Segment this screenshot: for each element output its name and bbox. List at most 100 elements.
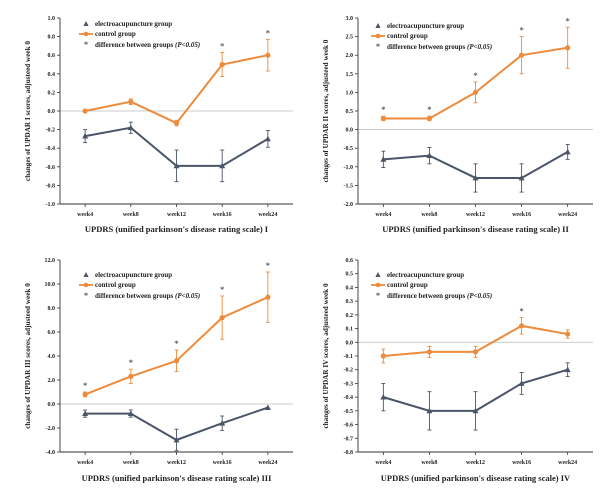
y-tick-label: -0.6 <box>344 423 354 429</box>
x-tick-label: week24 <box>558 460 577 466</box>
data-point-control <box>426 115 433 122</box>
significance-star: * <box>519 26 524 36</box>
x-tick-label: week24 <box>258 212 277 218</box>
y-tick-label: -4.0 <box>46 450 56 456</box>
significance-star: * <box>174 339 179 349</box>
y-tick-label: 12.0 <box>45 258 56 264</box>
significance-star: * <box>473 71 478 81</box>
significance-star: * <box>220 285 225 295</box>
data-point-electro <box>426 407 433 414</box>
y-tick-label: 2.0 <box>48 378 56 384</box>
y-tick-label: 0.0 <box>48 109 56 115</box>
significance-star: * <box>83 381 88 391</box>
y-tick-label: 1.0 <box>48 16 56 22</box>
data-point-electro <box>264 135 271 142</box>
significance-star: * <box>220 41 225 51</box>
x-tick-label: week16 <box>512 460 531 466</box>
significance-star: * <box>427 105 432 115</box>
y-tick-label: -0.5 <box>344 146 354 152</box>
data-point-control <box>426 349 433 355</box>
legend-star: * <box>84 291 89 301</box>
legend-marker-control <box>83 282 89 288</box>
legend-label-diff: difference between groups (P<0.05) <box>95 41 200 49</box>
series-electro <box>82 404 271 452</box>
data-point-control <box>380 115 386 122</box>
y-tick-label: 0.1 <box>346 327 354 333</box>
y-tick-label: -0.7 <box>344 436 354 442</box>
data-point-electro <box>173 436 180 443</box>
x-axis-title: UPDRS (unified parkinson's disease ratin… <box>85 224 269 234</box>
y-tick-label: -0.1 <box>344 354 354 360</box>
significance-star: * <box>381 105 386 115</box>
data-point-electro <box>127 124 134 131</box>
data-point-control <box>472 89 479 95</box>
y-tick-label: -0.2 <box>46 128 56 134</box>
y-tick-label: 0.3 <box>346 299 354 305</box>
significance-star: * <box>266 28 271 38</box>
y-tick-label: 0.2 <box>48 90 56 96</box>
y-tick-label: 4.0 <box>48 354 56 360</box>
legend: electroacupuncture group control group * di… <box>79 20 200 50</box>
x-tick-label: week4 <box>77 460 93 466</box>
x-tick-label: week24 <box>258 460 277 466</box>
y-tick-label: 0.6 <box>346 258 354 264</box>
legend-marker-control <box>83 31 89 37</box>
data-point-control <box>173 120 180 126</box>
legend: electroacupuncture group control group * di… <box>79 271 200 301</box>
legend-label-control: control group <box>387 281 428 289</box>
legend-label-electro: electroacupuncture group <box>95 20 172 28</box>
x-tick-label: week4 <box>77 212 93 218</box>
data-point-control <box>128 99 134 105</box>
x-tick-label: week8 <box>421 212 437 218</box>
legend-label-control: control group <box>387 32 428 40</box>
y-tick-label: -0.2 <box>344 368 354 374</box>
legend-label-electro: electroacupuncture group <box>95 271 172 279</box>
data-point-control <box>265 52 271 58</box>
data-point-control <box>128 373 134 379</box>
y-tick-label: -2.0 <box>344 202 354 208</box>
data-point-control <box>82 391 88 397</box>
y-tick-label: 0.8 <box>48 35 56 41</box>
data-point-electro <box>380 156 387 162</box>
y-tick-label: 0.4 <box>346 285 354 291</box>
significance-star: * <box>129 358 134 368</box>
y-tick-label: 2.5 <box>346 35 354 41</box>
legend-star: * <box>376 42 381 52</box>
y-tick-label: 0.5 <box>346 109 354 115</box>
data-point-control <box>518 323 525 329</box>
legend-label-electro: electroacupuncture group <box>387 22 464 30</box>
x-tick-label: week16 <box>512 212 531 218</box>
legend-marker-control <box>375 33 381 39</box>
legend: electroacupuncture group control group * di… <box>371 271 492 301</box>
y-tick-label: -1.0 <box>46 202 56 208</box>
chart-panel-4: -0.8 -0.7 -0.6 -0.5 -0.4 -0.3 -0.2 -0.1 0.0 0.1 0.… <box>322 258 593 483</box>
data-point-control <box>173 358 180 364</box>
legend-star: * <box>376 291 381 301</box>
chart-panel-1: -1.0 -0.8 -0.6 -0.4 -0.2 0.0 0.2 0.4 0.6 0.8 1.0 we… <box>24 16 293 234</box>
data-point-electro <box>82 132 89 139</box>
data-point-electro <box>472 174 479 181</box>
data-point-electro <box>173 162 180 169</box>
series-control <box>380 317 571 364</box>
data-point-electro <box>564 148 571 155</box>
data-point-electro <box>219 162 226 169</box>
x-tick-label: week12 <box>167 460 186 466</box>
data-point-control <box>219 315 225 321</box>
series-control <box>380 26 571 122</box>
y-tick-label: -0.4 <box>46 146 56 152</box>
y-tick-label: -0.8 <box>344 450 354 456</box>
data-point-control <box>380 353 386 359</box>
series-control <box>82 271 271 398</box>
legend-label-diff: difference between groups (P<0.05) <box>387 43 492 51</box>
series-electro <box>380 362 571 431</box>
y-tick-label: 0.0 <box>346 128 354 134</box>
series-electro <box>380 144 571 193</box>
y-tick-label: 0.5 <box>346 272 354 278</box>
legend-marker-electro <box>375 272 381 277</box>
data-point-electro <box>472 407 479 414</box>
y-tick-label: -0.4 <box>344 395 354 401</box>
x-tick-label: week8 <box>123 460 139 466</box>
data-point-electro <box>264 404 271 410</box>
y-tick-label: -1.0 <box>344 165 354 171</box>
